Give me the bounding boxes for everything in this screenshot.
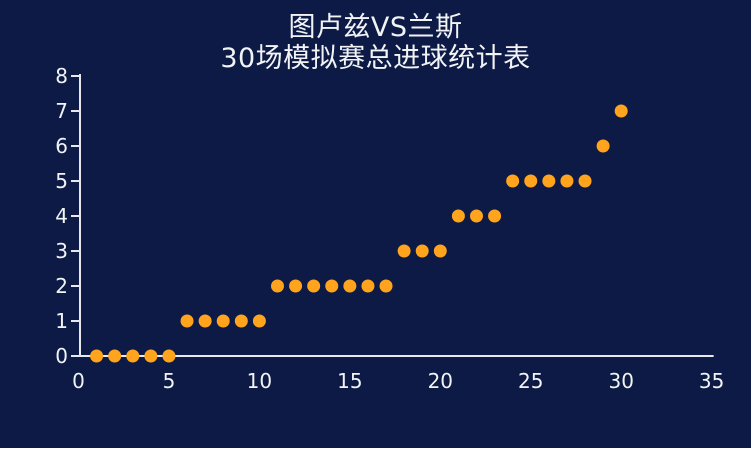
data-point xyxy=(415,244,429,258)
data-point xyxy=(252,314,266,328)
data-point xyxy=(126,349,140,363)
y-tick-label: 0 xyxy=(55,344,68,368)
data-point xyxy=(307,279,321,293)
data-point xyxy=(90,349,104,363)
y-tick-label: 7 xyxy=(55,99,68,123)
y-tick-label: 8 xyxy=(55,64,68,88)
x-tick-label: 0 xyxy=(72,369,85,393)
y-tick-label: 3 xyxy=(55,239,68,263)
data-point xyxy=(451,209,465,223)
chart-canvas: 图卢兹VS兰斯 30场模拟赛总进球统计表 0 1 2 3 4 5 6 7 8 0 5 10 15 20 25… xyxy=(0,0,751,448)
x-tick-label: 10 xyxy=(247,369,272,393)
data-point xyxy=(506,174,520,188)
data-point xyxy=(162,349,176,363)
data-point xyxy=(596,139,610,153)
x-tick-label: 25 xyxy=(518,369,543,393)
data-point xyxy=(198,314,212,328)
scatter-plot: 0 1 2 3 4 5 6 7 8 0 5 10 15 20 25 30 35 xyxy=(55,64,724,393)
data-point xyxy=(433,244,447,258)
chart-title-line1: 图卢兹VS兰斯 xyxy=(288,12,463,43)
x-tick-label: 35 xyxy=(699,369,724,393)
y-tick-label: 5 xyxy=(55,169,68,193)
data-point xyxy=(108,349,122,363)
y-tick-label: 6 xyxy=(55,134,68,158)
data-point xyxy=(144,349,158,363)
data-point xyxy=(469,209,483,223)
x-tick-label: 15 xyxy=(337,369,362,393)
data-point xyxy=(379,279,393,293)
data-point xyxy=(524,174,538,188)
data-point xyxy=(560,174,574,188)
data-point xyxy=(578,174,592,188)
chart-title-line2: 30场模拟赛总进球统计表 xyxy=(220,43,531,74)
data-point xyxy=(289,279,303,293)
y-tick-label: 4 xyxy=(55,204,68,228)
chart-title: 图卢兹VS兰斯 30场模拟赛总进球统计表 xyxy=(0,12,751,74)
data-point xyxy=(180,314,194,328)
data-point xyxy=(325,279,339,293)
data-point xyxy=(234,314,248,328)
data-point xyxy=(361,279,375,293)
y-tick-label: 1 xyxy=(55,309,68,333)
x-tick-label: 5 xyxy=(163,369,176,393)
data-point xyxy=(397,244,411,258)
data-point xyxy=(614,104,628,118)
data-point xyxy=(542,174,556,188)
y-tick-label: 2 xyxy=(55,274,68,298)
x-tick-label: 30 xyxy=(608,369,633,393)
data-point xyxy=(270,279,284,293)
data-point xyxy=(488,209,502,223)
data-point xyxy=(343,279,357,293)
data-point xyxy=(216,314,230,328)
x-tick-label: 20 xyxy=(428,369,453,393)
